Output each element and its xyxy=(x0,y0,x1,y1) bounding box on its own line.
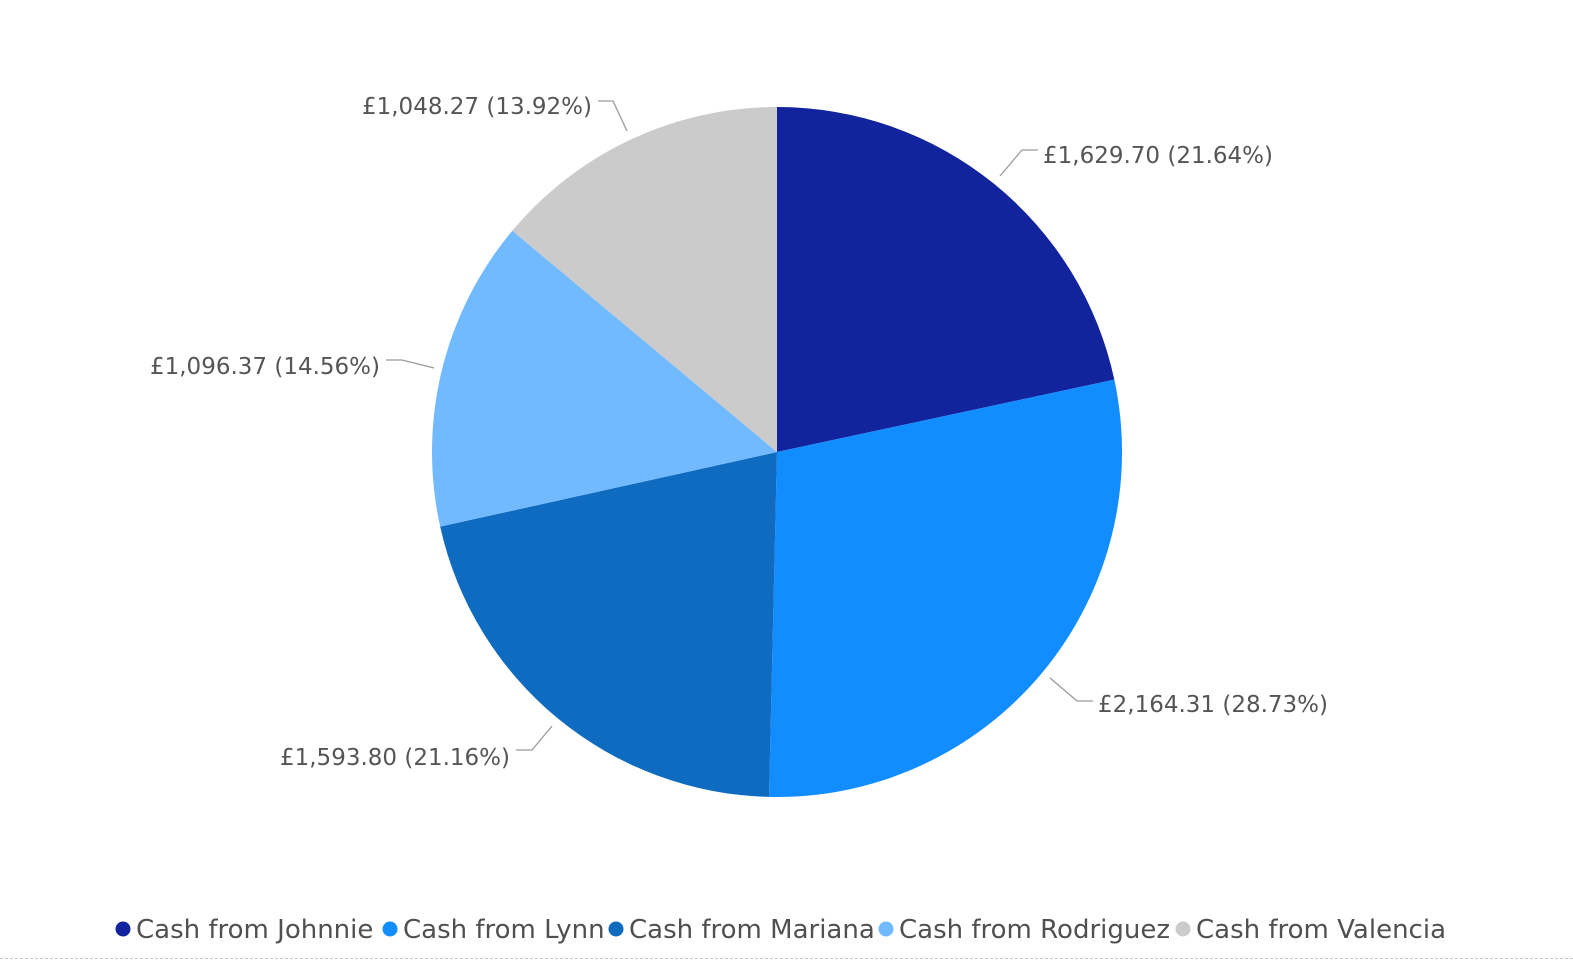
legend-label-cash-from-johnnie: Cash from Johnnie xyxy=(136,915,373,945)
leader-line-cash-from-johnnie xyxy=(999,149,1038,177)
pie-slices xyxy=(432,106,1122,797)
data-label-cash-from-johnnie: £1,629.70 (21.64%) xyxy=(1043,143,1273,169)
legend-item-cash-from-lynn[interactable]: Cash from Lynn xyxy=(382,915,605,945)
legend-item-cash-from-rodriguez[interactable]: Cash from Rodriguez xyxy=(878,915,1171,945)
pie-slice-cash-from-johnnie[interactable] xyxy=(777,107,1115,452)
legend-label-cash-from-valencia: Cash from Valencia xyxy=(1196,915,1446,945)
legend-item-cash-from-johnnie[interactable]: Cash from Johnnie xyxy=(115,915,374,945)
pie-slice-cash-from-valencia[interactable] xyxy=(512,106,777,452)
leader-line-cash-from-lynn xyxy=(1049,677,1093,702)
leader-line-cash-from-mariana xyxy=(516,725,553,751)
bottom-divider xyxy=(0,958,1573,959)
data-label-cash-from-lynn: £2,164.31 (28.73%) xyxy=(1098,692,1328,718)
pie-slice-cash-from-rodriguez[interactable] xyxy=(432,230,777,527)
legend: Cash from Johnnie Cash from Lynn Cash from… xyxy=(115,915,1447,945)
legend-marker-cash-from-mariana xyxy=(608,921,624,937)
legend-label-cash-from-rodriguez: Cash from Rodriguez xyxy=(899,915,1170,945)
pie-slice-cash-from-mariana[interactable] xyxy=(440,452,777,797)
legend-label-cash-from-mariana: Cash from Mariana xyxy=(629,915,875,945)
data-label-cash-from-valencia: £1,048.27 (13.92%) xyxy=(362,94,592,120)
legend-marker-cash-from-johnnie xyxy=(115,921,131,937)
pie-slice-cash-from-lynn[interactable] xyxy=(769,379,1122,797)
legend-marker-cash-from-rodriguez xyxy=(878,921,894,937)
data-label-cash-from-mariana: £1,593.80 (21.16%) xyxy=(280,745,510,771)
legend-item-cash-from-mariana[interactable]: Cash from Mariana xyxy=(608,915,875,945)
legend-marker-cash-from-lynn xyxy=(382,921,398,937)
leader-lines xyxy=(386,100,1093,751)
data-labels: £1,629.70 (21.64%) £2,164.31 (28.73%) £1,5… xyxy=(150,94,1328,771)
legend-label-cash-from-lynn: Cash from Lynn xyxy=(403,915,605,945)
leader-line-cash-from-valencia xyxy=(598,100,628,132)
legend-item-cash-from-valencia[interactable]: Cash from Valencia xyxy=(1175,915,1447,945)
legend-marker-cash-from-valencia xyxy=(1175,921,1191,937)
leader-line-cash-from-rodriguez xyxy=(386,359,435,369)
data-label-cash-from-rodriguez: £1,096.37 (14.56%) xyxy=(150,354,380,380)
